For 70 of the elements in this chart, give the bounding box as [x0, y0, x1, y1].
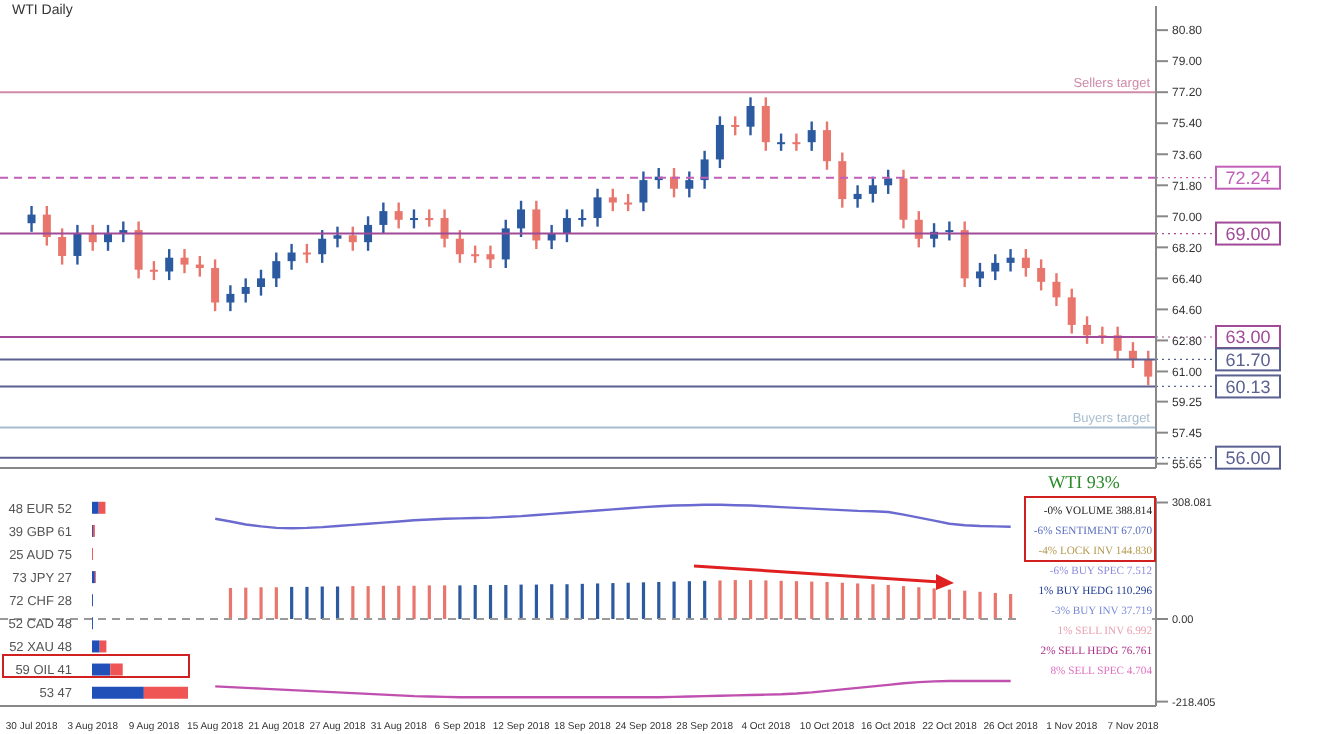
candlestick: [685, 170, 694, 199]
candlestick: [593, 187, 602, 228]
candlestick: [1037, 258, 1046, 292]
candlestick: [394, 201, 403, 230]
candlestick: [287, 242, 296, 271]
candlestick: [746, 96, 755, 137]
ref-line-label: 72.24: [1225, 168, 1271, 189]
bar: [143, 686, 188, 699]
bar: [92, 686, 144, 699]
candlestick: [1067, 287, 1076, 335]
candlestick: [899, 168, 908, 230]
candlestick: [241, 277, 250, 304]
candlestick: [302, 242, 311, 265]
ref-line-label: 56.00: [1225, 448, 1271, 469]
candlestick: [822, 120, 831, 171]
candlestick: [149, 259, 158, 282]
candlestick: [501, 218, 510, 270]
candlestick: [1113, 325, 1122, 361]
candlestick: [27, 204, 36, 234]
candlestick: [379, 201, 388, 235]
candlestick: [562, 208, 571, 244]
candlestick: [409, 208, 418, 230]
ref-line-label: 69.00: [1225, 223, 1271, 244]
candlestick: [180, 247, 189, 275]
candlestick: [853, 184, 862, 209]
candlestick: [486, 244, 495, 270]
candlestick: [991, 253, 1000, 282]
candlestick: [761, 96, 770, 153]
line-series: [214, 503, 1012, 530]
text: WTI 93%: [1046, 472, 1122, 494]
candlestick: [333, 225, 342, 249]
candlestick: [226, 284, 235, 313]
bar: [110, 663, 123, 676]
candlestick: [838, 151, 847, 209]
candlestick: [318, 228, 327, 265]
candlestick: [608, 187, 617, 213]
candlestick: [868, 175, 877, 204]
candlestick: [455, 228, 464, 265]
candlestick: [807, 120, 816, 153]
candlestick: [975, 261, 984, 289]
candlestick: [211, 258, 220, 313]
candlestick: [440, 208, 449, 249]
candlestick: [1052, 272, 1061, 308]
candlestick: [134, 220, 143, 280]
bar: [92, 663, 111, 676]
candlestick: [1083, 315, 1092, 346]
candlestick: [700, 149, 709, 190]
candlestick: [792, 132, 801, 153]
candlestick: [73, 223, 82, 266]
bar: [92, 501, 99, 514]
candlestick: [945, 220, 954, 242]
candlestick: [256, 268, 265, 297]
candlestick: [731, 115, 740, 137]
ref-line-label: 61.70: [1225, 349, 1271, 370]
candlestick: [884, 168, 893, 196]
candlestick: [1021, 247, 1030, 278]
candlestick: [165, 247, 174, 282]
ref-line-label: 60.13: [1225, 376, 1271, 397]
bar: [92, 640, 100, 653]
candlestick: [1144, 349, 1153, 387]
candlestick: [1006, 247, 1015, 273]
candlestick: [517, 199, 526, 239]
line-series: [214, 679, 1012, 699]
ref-line-label: 63.00: [1225, 327, 1271, 348]
candlestick: [715, 115, 724, 170]
candlestick: [639, 170, 648, 213]
candlestick: [58, 227, 67, 266]
candlestick: [532, 199, 541, 251]
candlestick: [272, 251, 281, 289]
candlestick: [348, 225, 357, 252]
